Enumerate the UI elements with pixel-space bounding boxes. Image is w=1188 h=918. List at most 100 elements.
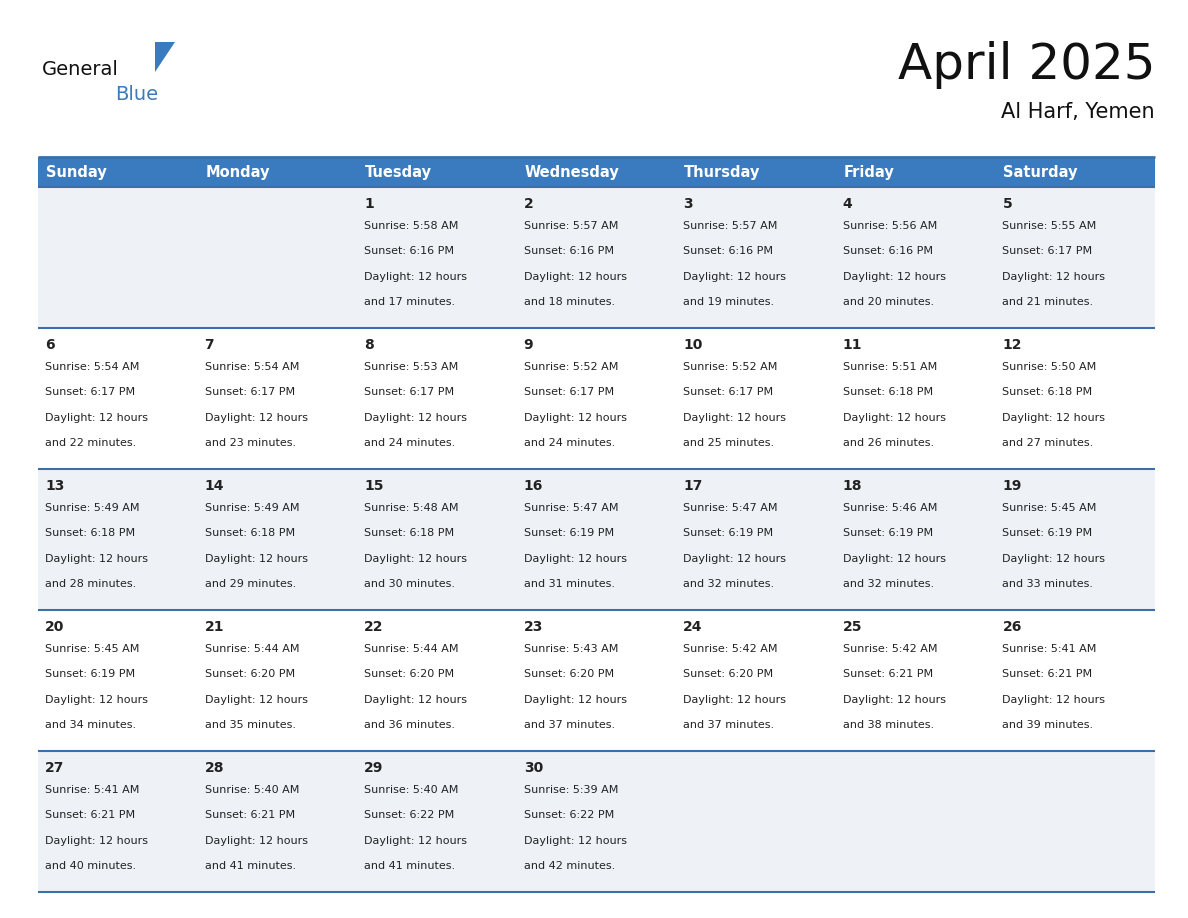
Text: Saturday: Saturday xyxy=(1004,164,1078,180)
Text: Sunset: 6:18 PM: Sunset: 6:18 PM xyxy=(365,528,454,538)
Text: and 32 minutes.: and 32 minutes. xyxy=(842,579,934,589)
Text: 30: 30 xyxy=(524,761,543,775)
Text: 10: 10 xyxy=(683,338,702,352)
Text: Monday: Monday xyxy=(206,164,270,180)
Text: Sunrise: 5:42 AM: Sunrise: 5:42 AM xyxy=(683,644,778,654)
Text: Daylight: 12 hours: Daylight: 12 hours xyxy=(45,554,148,564)
Text: Sunset: 6:20 PM: Sunset: 6:20 PM xyxy=(524,669,614,679)
Text: Sunset: 6:16 PM: Sunset: 6:16 PM xyxy=(683,246,773,256)
Text: 12: 12 xyxy=(1003,338,1022,352)
Text: Sunrise: 5:41 AM: Sunrise: 5:41 AM xyxy=(45,785,139,795)
Text: and 37 minutes.: and 37 minutes. xyxy=(683,720,775,730)
Text: Sunset: 6:18 PM: Sunset: 6:18 PM xyxy=(45,528,135,538)
Text: Sunrise: 5:39 AM: Sunrise: 5:39 AM xyxy=(524,785,618,795)
Text: and 20 minutes.: and 20 minutes. xyxy=(842,297,934,307)
Text: 8: 8 xyxy=(365,338,374,352)
Text: 18: 18 xyxy=(842,479,862,493)
Text: and 41 minutes.: and 41 minutes. xyxy=(365,861,455,871)
Text: Sunset: 6:19 PM: Sunset: 6:19 PM xyxy=(842,528,933,538)
Bar xyxy=(38,187,1155,328)
Text: Sunday: Sunday xyxy=(46,164,107,180)
Text: 20: 20 xyxy=(45,620,64,633)
Text: Daylight: 12 hours: Daylight: 12 hours xyxy=(524,554,627,564)
Text: 16: 16 xyxy=(524,479,543,493)
Text: and 33 minutes.: and 33 minutes. xyxy=(1003,579,1093,589)
Text: 29: 29 xyxy=(365,761,384,775)
Text: Sunrise: 5:51 AM: Sunrise: 5:51 AM xyxy=(842,362,937,372)
Text: Sunrise: 5:52 AM: Sunrise: 5:52 AM xyxy=(524,362,618,372)
Text: Friday: Friday xyxy=(843,164,895,180)
Text: Sunset: 6:17 PM: Sunset: 6:17 PM xyxy=(45,387,135,397)
Text: Sunset: 6:18 PM: Sunset: 6:18 PM xyxy=(842,387,933,397)
Polygon shape xyxy=(154,42,175,72)
Text: 28: 28 xyxy=(204,761,225,775)
Text: Tuesday: Tuesday xyxy=(365,164,432,180)
Text: Sunrise: 5:57 AM: Sunrise: 5:57 AM xyxy=(683,221,778,230)
Text: and 18 minutes.: and 18 minutes. xyxy=(524,297,615,307)
Bar xyxy=(38,328,1155,469)
Text: Sunrise: 5:55 AM: Sunrise: 5:55 AM xyxy=(1003,221,1097,230)
Text: and 29 minutes.: and 29 minutes. xyxy=(204,579,296,589)
Text: Daylight: 12 hours: Daylight: 12 hours xyxy=(45,695,148,705)
Text: Daylight: 12 hours: Daylight: 12 hours xyxy=(204,695,308,705)
Text: Sunset: 6:20 PM: Sunset: 6:20 PM xyxy=(204,669,295,679)
Text: 24: 24 xyxy=(683,620,703,633)
Text: Blue: Blue xyxy=(115,85,158,104)
Text: Daylight: 12 hours: Daylight: 12 hours xyxy=(204,412,308,422)
Text: Sunset: 6:21 PM: Sunset: 6:21 PM xyxy=(45,811,135,820)
Text: Sunrise: 5:56 AM: Sunrise: 5:56 AM xyxy=(842,221,937,230)
Text: and 17 minutes.: and 17 minutes. xyxy=(365,297,455,307)
Bar xyxy=(38,610,1155,751)
Text: Daylight: 12 hours: Daylight: 12 hours xyxy=(842,272,946,282)
Text: Daylight: 12 hours: Daylight: 12 hours xyxy=(1003,554,1105,564)
Text: and 42 minutes.: and 42 minutes. xyxy=(524,861,615,871)
Text: 1: 1 xyxy=(365,196,374,211)
Text: General: General xyxy=(42,60,119,79)
Text: 4: 4 xyxy=(842,196,853,211)
Bar xyxy=(676,157,836,187)
Text: Sunrise: 5:58 AM: Sunrise: 5:58 AM xyxy=(365,221,459,230)
Text: Sunrise: 5:43 AM: Sunrise: 5:43 AM xyxy=(524,644,618,654)
Text: Sunrise: 5:47 AM: Sunrise: 5:47 AM xyxy=(524,503,618,513)
Text: Daylight: 12 hours: Daylight: 12 hours xyxy=(683,412,786,422)
Text: and 36 minutes.: and 36 minutes. xyxy=(365,720,455,730)
Text: Daylight: 12 hours: Daylight: 12 hours xyxy=(365,554,467,564)
Text: Sunrise: 5:46 AM: Sunrise: 5:46 AM xyxy=(842,503,937,513)
Text: and 34 minutes.: and 34 minutes. xyxy=(45,720,137,730)
Bar xyxy=(517,157,676,187)
Text: Daylight: 12 hours: Daylight: 12 hours xyxy=(683,695,786,705)
Text: Daylight: 12 hours: Daylight: 12 hours xyxy=(204,554,308,564)
Text: Daylight: 12 hours: Daylight: 12 hours xyxy=(524,695,627,705)
Text: Daylight: 12 hours: Daylight: 12 hours xyxy=(683,554,786,564)
Text: Daylight: 12 hours: Daylight: 12 hours xyxy=(365,272,467,282)
Text: Sunset: 6:19 PM: Sunset: 6:19 PM xyxy=(45,669,135,679)
Text: Wednesday: Wednesday xyxy=(525,164,619,180)
Text: Daylight: 12 hours: Daylight: 12 hours xyxy=(524,272,627,282)
Text: Sunrise: 5:53 AM: Sunrise: 5:53 AM xyxy=(365,362,459,372)
Text: Daylight: 12 hours: Daylight: 12 hours xyxy=(204,835,308,845)
Text: and 21 minutes.: and 21 minutes. xyxy=(1003,297,1093,307)
Text: Sunset: 6:19 PM: Sunset: 6:19 PM xyxy=(524,528,614,538)
Text: Sunrise: 5:50 AM: Sunrise: 5:50 AM xyxy=(1003,362,1097,372)
Text: and 26 minutes.: and 26 minutes. xyxy=(842,438,934,448)
Text: Daylight: 12 hours: Daylight: 12 hours xyxy=(524,412,627,422)
Text: Al Harf, Yemen: Al Harf, Yemen xyxy=(1001,102,1155,122)
Text: Sunset: 6:22 PM: Sunset: 6:22 PM xyxy=(365,811,454,820)
Text: Sunrise: 5:40 AM: Sunrise: 5:40 AM xyxy=(204,785,299,795)
Text: 23: 23 xyxy=(524,620,543,633)
Text: Sunset: 6:17 PM: Sunset: 6:17 PM xyxy=(683,387,773,397)
Text: and 19 minutes.: and 19 minutes. xyxy=(683,297,775,307)
Text: Daylight: 12 hours: Daylight: 12 hours xyxy=(842,412,946,422)
Text: Sunrise: 5:49 AM: Sunrise: 5:49 AM xyxy=(204,503,299,513)
Text: 5: 5 xyxy=(1003,196,1012,211)
Text: Sunset: 6:18 PM: Sunset: 6:18 PM xyxy=(204,528,295,538)
Text: Daylight: 12 hours: Daylight: 12 hours xyxy=(1003,695,1105,705)
Text: Daylight: 12 hours: Daylight: 12 hours xyxy=(683,272,786,282)
Text: April 2025: April 2025 xyxy=(897,41,1155,89)
Text: Sunset: 6:20 PM: Sunset: 6:20 PM xyxy=(365,669,454,679)
Text: 22: 22 xyxy=(365,620,384,633)
Text: Thursday: Thursday xyxy=(684,164,760,180)
Bar xyxy=(38,157,197,187)
Text: Sunset: 6:16 PM: Sunset: 6:16 PM xyxy=(524,246,614,256)
Text: Sunset: 6:17 PM: Sunset: 6:17 PM xyxy=(1003,246,1093,256)
